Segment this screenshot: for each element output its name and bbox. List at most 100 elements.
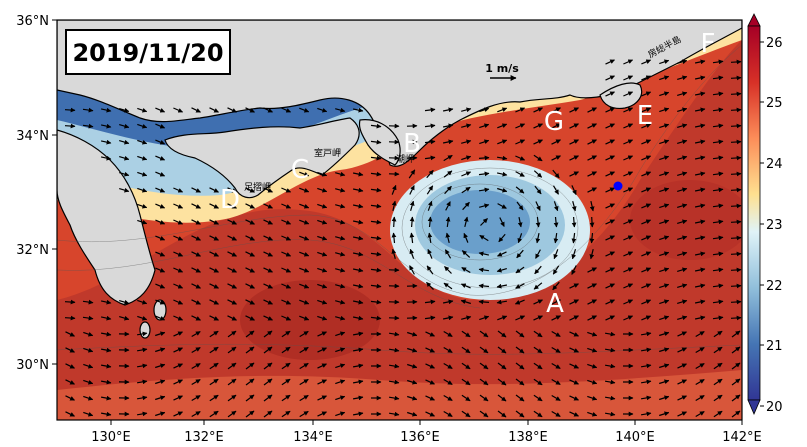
velocity-arrow <box>533 282 543 290</box>
velocity-arrow <box>605 155 615 161</box>
velocity-arrow <box>263 235 273 241</box>
velocity-arrow <box>281 283 292 289</box>
velocity-arrow <box>461 171 472 177</box>
velocity-arrow <box>317 187 328 193</box>
velocity-arrow <box>191 107 201 113</box>
velocity-arrow <box>461 123 472 129</box>
velocity-arrow <box>209 299 219 305</box>
velocity-arrow <box>515 171 525 177</box>
velocity-arrow <box>245 330 255 338</box>
velocity-arrow <box>137 347 148 353</box>
cbar-tick-25: 25 <box>766 96 783 111</box>
velocity-arrow <box>389 395 400 401</box>
velocity-arrow <box>370 299 382 305</box>
velocity-arrow <box>173 379 183 385</box>
velocity-arrow <box>713 410 723 418</box>
velocity-arrow <box>299 394 309 402</box>
velocity-arrow <box>281 107 292 113</box>
velocity-arrow <box>497 123 508 129</box>
velocity-arrow <box>605 363 616 369</box>
velocity-arrow <box>137 139 148 145</box>
velocity-arrow <box>155 235 166 241</box>
velocity-arrow <box>694 139 706 145</box>
velocity-arrow <box>695 410 705 418</box>
velocity-arrow <box>299 107 310 113</box>
velocity-arrow <box>137 363 148 369</box>
velocity-arrow <box>462 201 470 211</box>
velocity-arrow <box>659 331 670 337</box>
velocity-arrow <box>569 171 579 177</box>
velocity-arrow <box>695 394 705 402</box>
velocity-arrow <box>730 139 742 145</box>
velocity-arrow <box>100 315 112 321</box>
velocity-arrow <box>281 362 291 370</box>
velocity-arrow <box>137 187 148 193</box>
velocity-arrow <box>605 235 615 241</box>
velocity-arrow <box>461 315 472 321</box>
velocity-arrow <box>263 299 273 305</box>
velocity-arrow <box>641 411 652 417</box>
velocity-arrow <box>641 331 652 337</box>
x-tick-130: 130°E <box>91 430 131 445</box>
velocity-arrow <box>694 123 706 129</box>
velocity-arrow <box>281 235 292 241</box>
velocity-arrow <box>299 267 310 273</box>
velocity-arrow <box>65 363 75 369</box>
velocity-arrow <box>443 282 453 290</box>
velocity-arrow <box>712 123 724 129</box>
velocity-arrow <box>463 232 469 243</box>
velocity-arrow <box>694 171 706 177</box>
velocity-arrow <box>479 346 489 354</box>
velocity-arrow <box>641 347 652 353</box>
velocity-arrow <box>426 265 434 275</box>
velocity-arrow <box>641 315 652 321</box>
velocity-arrow <box>100 155 112 161</box>
velocity-arrow <box>533 299 543 305</box>
velocity-arrow <box>191 203 201 209</box>
velocity-arrow <box>553 249 559 260</box>
velocity-arrow <box>659 107 670 113</box>
velocity-arrow <box>712 75 724 81</box>
velocity-arrow <box>155 299 166 305</box>
velocity-arrow <box>605 283 615 289</box>
velocity-arrow <box>694 75 706 81</box>
velocity-arrow <box>317 283 328 289</box>
velocity-arrow <box>623 139 634 145</box>
velocity-arrow <box>299 330 309 338</box>
velocity-arrow <box>335 251 346 257</box>
velocity-arrow <box>659 123 670 129</box>
velocity-arrow <box>677 235 688 241</box>
velocity-arrow <box>299 171 310 177</box>
velocity-arrow <box>713 346 723 354</box>
velocity-arrow <box>137 299 148 305</box>
velocity-arrow <box>426 169 434 179</box>
velocity-arrow <box>137 107 148 113</box>
velocity-arrow <box>730 203 742 209</box>
velocity-arrow <box>677 283 688 289</box>
velocity-arrow <box>479 123 490 129</box>
velocity-arrow <box>245 362 255 370</box>
velocity-arrow <box>712 107 724 113</box>
date-label: 2019/11/20 <box>72 39 223 67</box>
velocity-arrow <box>515 330 525 338</box>
velocity-arrow <box>245 283 255 289</box>
velocity-arrow <box>553 201 559 212</box>
velocity-arrow <box>641 219 652 225</box>
velocity-arrow <box>370 315 382 321</box>
velocity-arrow <box>533 139 543 145</box>
velocity-arrow <box>391 184 397 195</box>
velocity-arrow <box>569 315 579 321</box>
velocity-arrow <box>245 346 255 354</box>
velocity-arrow <box>119 123 130 129</box>
velocity-arrow <box>173 283 184 289</box>
velocity-arrow <box>391 248 397 259</box>
cbar-tick-21: 21 <box>766 339 783 354</box>
velocity-arrow <box>569 155 579 161</box>
velocity-arrow <box>155 379 166 385</box>
velocity-arrow <box>587 283 597 289</box>
velocity-arrow <box>173 411 183 417</box>
velocity-arrow <box>317 411 327 417</box>
velocity-arrow <box>569 347 579 353</box>
velocity-arrow <box>605 75 615 81</box>
velocity-arrow <box>605 187 615 193</box>
